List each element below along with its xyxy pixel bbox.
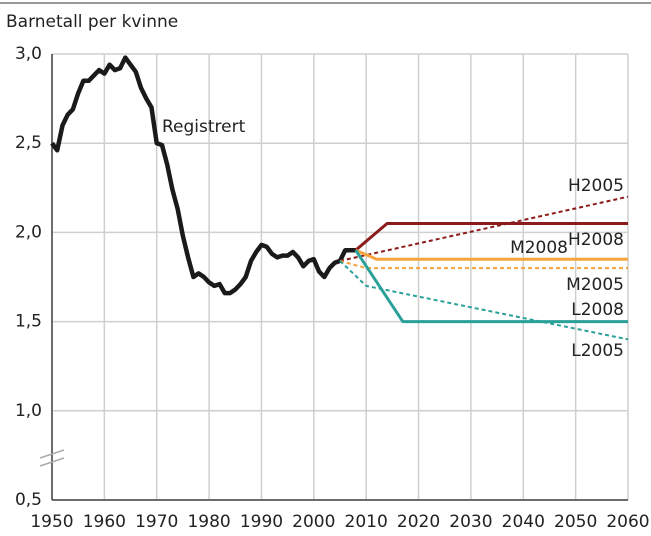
series-label: L2005 (571, 341, 624, 361)
series-line (50, 55, 356, 296)
y-tick-label: 1,0 (15, 401, 42, 421)
series-label: Registrert (162, 117, 246, 137)
series-line (354, 249, 628, 324)
y-tick-label: 3,0 (15, 44, 42, 64)
x-tick-label: 2050 (554, 512, 597, 532)
series-line (339, 259, 628, 270)
x-tick-label: 1950 (30, 512, 73, 532)
x-tick-label: 2060 (606, 512, 649, 532)
x-tick-label: 1960 (83, 512, 126, 532)
series-label: M2005 (566, 275, 624, 295)
series-label: H2005 (568, 176, 624, 196)
axis-break (39, 449, 65, 459)
y-tick-label: 2,5 (15, 133, 42, 153)
series-line (339, 195, 629, 262)
chart-title: Barnetall per kvinne (6, 12, 178, 32)
series-line (355, 248, 628, 261)
x-tick-label: 2000 (292, 512, 335, 532)
x-tick-label: 2030 (449, 512, 492, 532)
x-tick-label: 1990 (240, 512, 283, 532)
series-label: H2008 (568, 230, 624, 250)
x-tick-label: 1970 (135, 512, 178, 532)
x-tick-label: 2010 (345, 512, 388, 532)
y-tick-label: 2,0 (15, 222, 42, 242)
axis-break (39, 457, 65, 467)
series-line (354, 222, 628, 252)
series-label: L2008 (571, 300, 624, 320)
x-tick-label: 2020 (397, 512, 440, 532)
y-tick-label: 0,5 (15, 490, 42, 510)
x-tick-label: 2040 (502, 512, 545, 532)
x-tick-label: 1980 (187, 512, 230, 532)
series-label: M2008 (510, 238, 568, 258)
y-tick-label: 1,5 (15, 312, 42, 332)
series-line (339, 260, 629, 341)
